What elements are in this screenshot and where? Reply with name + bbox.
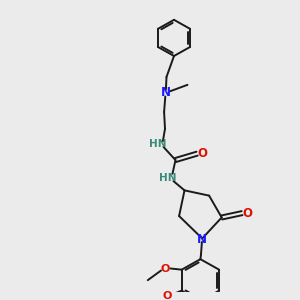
Text: N: N	[161, 86, 171, 100]
Text: HN: HN	[149, 139, 166, 149]
Text: O: O	[197, 147, 207, 160]
Text: O: O	[242, 207, 252, 220]
Text: O: O	[160, 264, 170, 274]
Text: O: O	[162, 291, 171, 300]
Text: HN: HN	[159, 173, 177, 183]
Text: N: N	[197, 232, 207, 246]
